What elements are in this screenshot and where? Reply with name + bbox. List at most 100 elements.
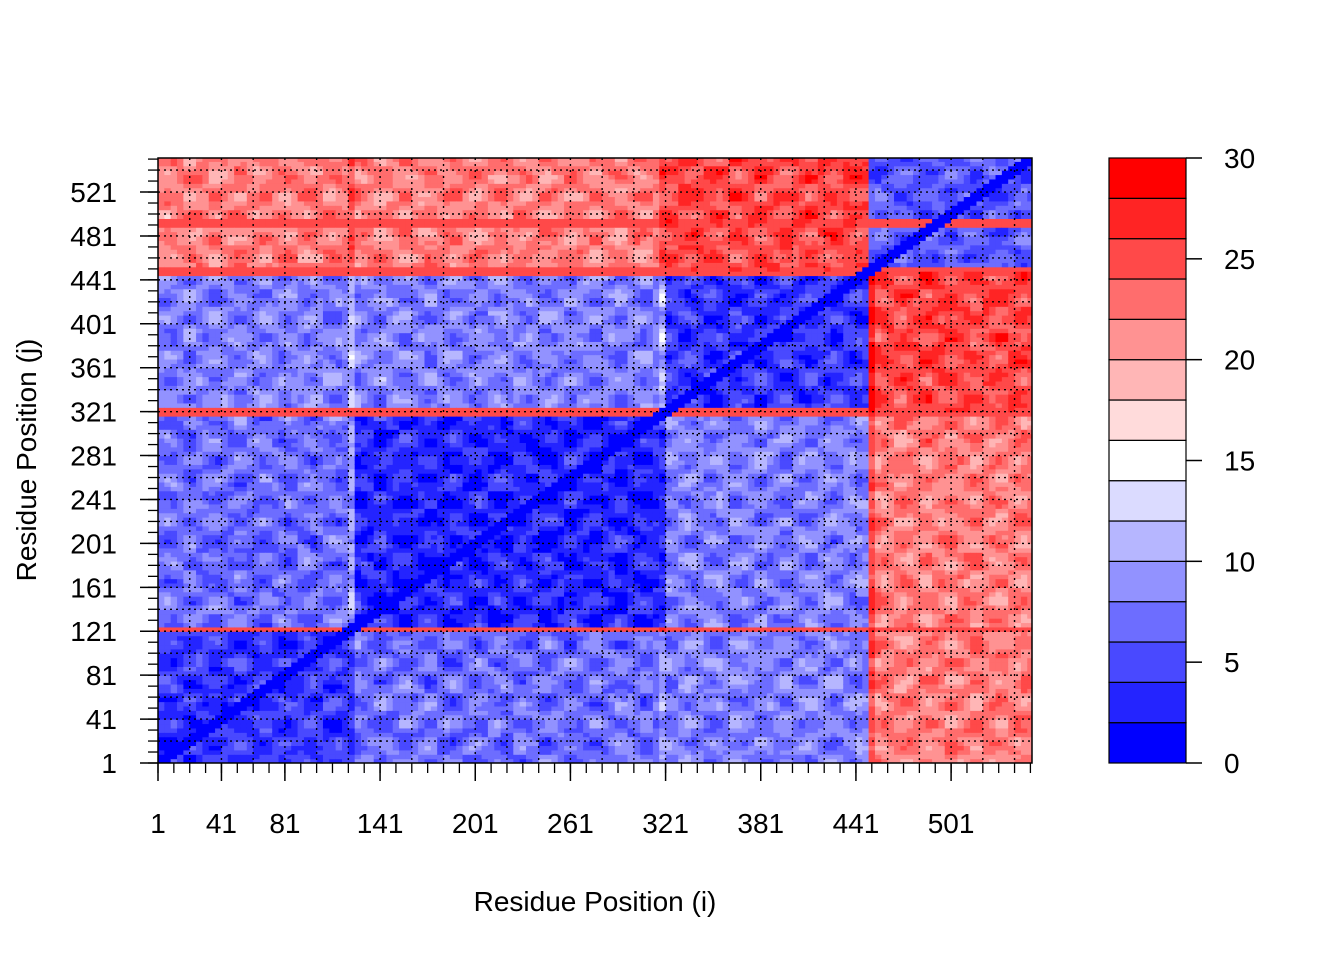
- heatmap-cell: [158, 486, 165, 492]
- heatmap-cell: [189, 319, 197, 325]
- heatmap-cell: [158, 437, 165, 443]
- heatmap-cell: [221, 569, 229, 575]
- heatmap-cell: [215, 323, 223, 329]
- heatmap-cell: [322, 719, 330, 725]
- heatmap-cell: [291, 222, 299, 228]
- heatmap-cell: [386, 653, 394, 659]
- heatmap-cell: [303, 332, 311, 338]
- heatmap-cell: [361, 578, 368, 584]
- heatmap-cell: [367, 569, 375, 575]
- heatmap-cell: [240, 635, 248, 641]
- heatmap-cell: [240, 376, 248, 382]
- heatmap-cell: [354, 661, 362, 667]
- heatmap-cell: [272, 257, 280, 263]
- heatmap-cell: [240, 600, 248, 606]
- heatmap-cell: [183, 758, 191, 763]
- heatmap-cell: [284, 372, 292, 378]
- heatmap-cell: [291, 244, 299, 250]
- heatmap-cell: [189, 398, 197, 404]
- heatmap-cell: [208, 319, 216, 325]
- heatmap-cell: [291, 262, 299, 268]
- heatmap-cell: [291, 350, 299, 356]
- heatmap-cell: [322, 271, 330, 277]
- heatmap-cell: [177, 209, 184, 215]
- heatmap-cell: [367, 609, 375, 615]
- heatmap-cell: [297, 222, 305, 228]
- heatmap-cell: [367, 565, 375, 571]
- heatmap-cell: [354, 727, 362, 733]
- heatmap-cell: [240, 257, 248, 263]
- heatmap-cell: [164, 161, 172, 167]
- heatmap-cell: [367, 525, 375, 531]
- heatmap-cell: [297, 490, 305, 496]
- heatmap-cell: [361, 271, 368, 277]
- heatmap-cell: [234, 727, 242, 733]
- heatmap-cell: [208, 705, 216, 711]
- heatmap-cell: [354, 358, 362, 364]
- heatmap-cell: [329, 227, 337, 233]
- heatmap-cell: [253, 723, 261, 729]
- heatmap-cell: [316, 288, 324, 294]
- heatmap-cell: [208, 512, 216, 518]
- heatmap-cell: [183, 385, 191, 391]
- heatmap-cell: [215, 604, 223, 610]
- heatmap-cell: [208, 521, 216, 527]
- heatmap-cell: [158, 635, 165, 641]
- heatmap-cell: [196, 495, 204, 501]
- heatmap-cell: [221, 227, 229, 233]
- heatmap-cell: [297, 446, 305, 452]
- heatmap-cell: [189, 534, 197, 540]
- heatmap-cell: [240, 644, 248, 650]
- heatmap-cell: [303, 266, 311, 272]
- heatmap-cell: [227, 170, 235, 176]
- heatmap-cell: [221, 459, 229, 465]
- heatmap-cell: [221, 249, 229, 255]
- heatmap-cell: [329, 530, 337, 536]
- heatmap-cell: [164, 354, 172, 360]
- heatmap-cell: [272, 328, 280, 334]
- heatmap-cell: [215, 653, 223, 659]
- heatmap-cell: [234, 429, 242, 435]
- heatmap-cell: [322, 640, 330, 646]
- heatmap-cell: [234, 306, 242, 312]
- heatmap-cell: [221, 380, 229, 386]
- heatmap-cell: [202, 301, 210, 307]
- heatmap-cell: [329, 745, 337, 751]
- heatmap-cell: [164, 556, 172, 562]
- heatmap-cell: [354, 345, 362, 351]
- heatmap-cell: [329, 679, 337, 685]
- heatmap-cell: [265, 464, 273, 470]
- heatmap-cell: [348, 328, 356, 334]
- heatmap-cell: [164, 732, 172, 738]
- heatmap-cell: [177, 635, 184, 641]
- heatmap-cell: [183, 380, 191, 386]
- heatmap-cell: [164, 187, 172, 193]
- heatmap-cell: [189, 714, 197, 720]
- heatmap-cell: [196, 192, 204, 198]
- heatmap-cell: [189, 196, 197, 202]
- heatmap-cell: [367, 640, 375, 646]
- heatmap-cell: [177, 332, 184, 338]
- heatmap-cell: [215, 521, 223, 527]
- heatmap-cell: [208, 503, 216, 509]
- heatmap-cell: [329, 376, 337, 382]
- heatmap-cell: [354, 222, 362, 228]
- heatmap-cell: [367, 372, 375, 378]
- heatmap-cell: [348, 411, 356, 417]
- heatmap-cell: [189, 244, 197, 250]
- heatmap-cell: [329, 525, 337, 531]
- heatmap-cell: [215, 407, 223, 413]
- heatmap-cell: [329, 578, 337, 584]
- heatmap-cell: [158, 749, 165, 755]
- heatmap-cell: [373, 723, 381, 729]
- heatmap-cell: [322, 279, 330, 285]
- heatmap-cell: [215, 468, 223, 474]
- heatmap-cell: [158, 604, 165, 610]
- heatmap-cell: [322, 227, 330, 233]
- heatmap-cell: [272, 499, 280, 505]
- heatmap-cell: [291, 205, 299, 211]
- heatmap-cell: [265, 679, 273, 685]
- heatmap-cell: [265, 697, 273, 703]
- heatmap-cell: [316, 578, 324, 584]
- heatmap-cell: [208, 402, 216, 408]
